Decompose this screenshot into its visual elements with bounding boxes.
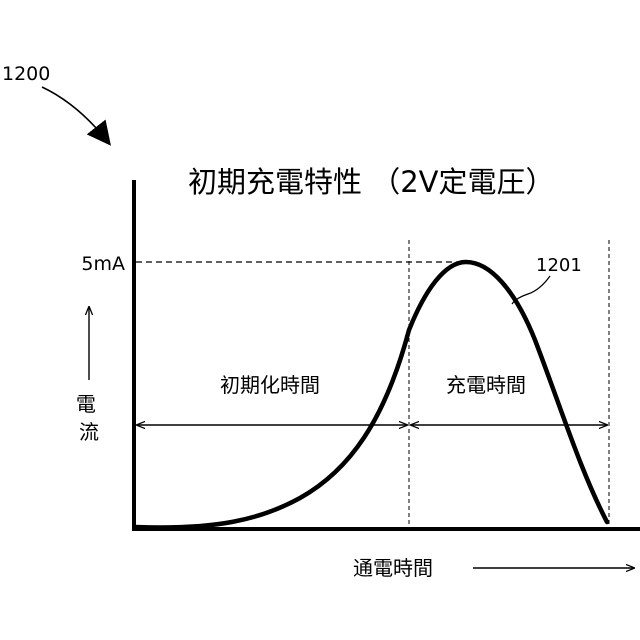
current-curve (135, 262, 607, 528)
chart-title: 初期充電特性 （2V定電圧） (188, 165, 555, 199)
initialization-time-label: 初期化時間 (220, 373, 320, 397)
y-axis-label: 電 流 (76, 392, 102, 444)
peak-current-label: 5mA (81, 253, 125, 275)
x-axis-label: 通電時間 (353, 556, 433, 580)
figure-ref-arrow (42, 87, 108, 142)
figure-ref-label: 1200 (2, 63, 50, 85)
curve-ref-label: 1201 (536, 255, 582, 276)
curve-ref-leader (512, 276, 550, 304)
charging-time-label: 充電時間 (446, 373, 526, 397)
